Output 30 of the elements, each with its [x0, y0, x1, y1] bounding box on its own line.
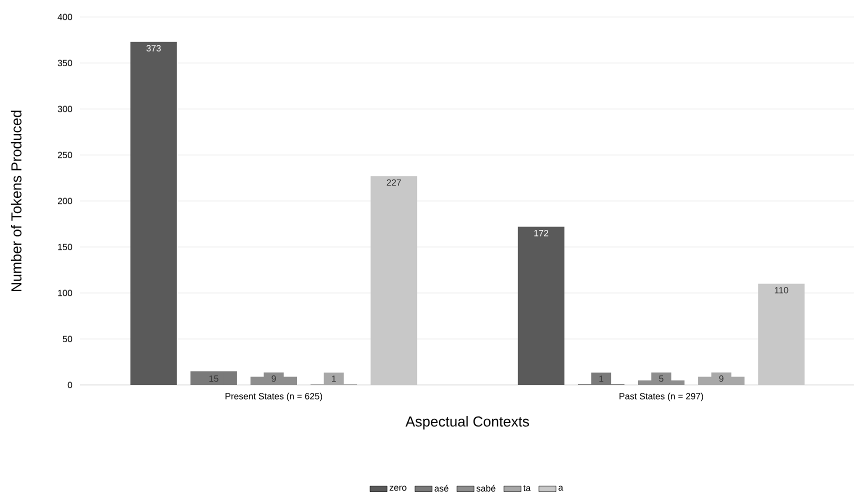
legend-label: sabé [476, 484, 496, 492]
data-label: 172 [534, 230, 548, 236]
x-tick-label: Present States (n = 625) [226, 392, 322, 402]
data-label: 9 [719, 375, 724, 382]
y-tick-label: 100 [58, 290, 72, 296]
y-tick-label: 250 [58, 152, 72, 158]
x-axis-title: Aspectual Contexts [406, 416, 529, 430]
bar [130, 42, 177, 385]
y-tick-label: 200 [58, 198, 72, 204]
legend-label: a [558, 486, 564, 491]
y-axis-title: Number of Tokens Produced [10, 110, 22, 292]
x-tick-label: Past States (n = 297) [620, 392, 704, 402]
data-label: 1 [332, 376, 336, 382]
data-label: 15 [209, 376, 218, 382]
data-label: 227 [386, 179, 401, 186]
y-tick-label: 350 [58, 60, 72, 66]
legend-label: zero [390, 486, 406, 491]
legend-label: asé [434, 484, 448, 492]
y-tick-label: 300 [58, 106, 72, 112]
data-label: 1 [599, 376, 604, 382]
y-tick-label: 0 [68, 382, 72, 388]
legend-label: ta [523, 485, 531, 492]
data-label: 9 [272, 375, 276, 382]
data-label: 110 [774, 286, 788, 294]
bar [518, 226, 564, 385]
data-label: 5 [659, 376, 664, 382]
y-tick-label: 50 [62, 336, 72, 342]
y-tick-label: 150 [58, 244, 72, 250]
y-tick-label: 400 [58, 14, 72, 20]
data-label: 373 [146, 45, 161, 52]
